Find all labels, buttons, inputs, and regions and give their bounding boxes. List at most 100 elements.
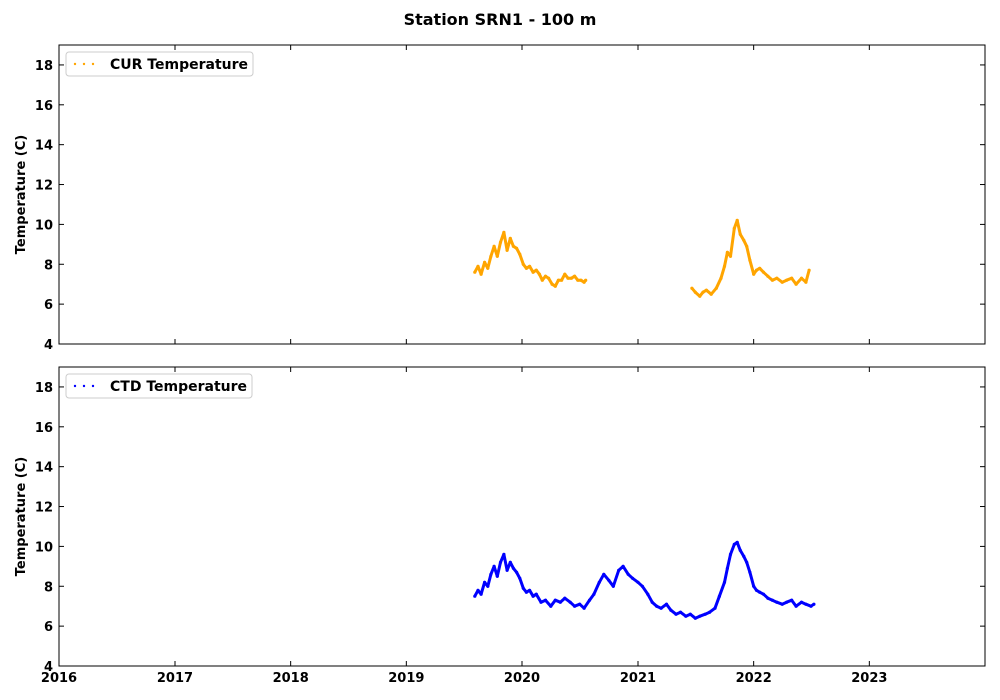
y-tick-label: 6 xyxy=(44,620,53,635)
data-point xyxy=(809,604,813,608)
data-point xyxy=(785,278,789,282)
data-point xyxy=(693,290,697,294)
legend-label: CTD Temperature xyxy=(110,379,247,395)
legend-box xyxy=(65,51,254,77)
data-point xyxy=(704,288,709,292)
data-point xyxy=(799,276,804,280)
data-point xyxy=(483,260,487,264)
data-point xyxy=(732,542,736,547)
data-point xyxy=(579,278,583,282)
data-point xyxy=(790,598,794,602)
y-tick-label: 14 xyxy=(35,461,53,476)
data-point xyxy=(659,606,663,610)
data-point xyxy=(476,588,480,592)
data-point xyxy=(602,572,606,576)
data-point xyxy=(537,272,542,276)
data-point xyxy=(766,596,770,600)
y-tick-label: 8 xyxy=(44,258,53,273)
data-point xyxy=(539,600,543,604)
plot-frame xyxy=(58,366,986,667)
data-point xyxy=(780,602,784,606)
data-point xyxy=(489,572,493,576)
y-tick-label: 12 xyxy=(35,179,53,194)
data-point xyxy=(669,608,673,612)
x-tick-label: 2020 xyxy=(504,671,540,686)
data-point xyxy=(719,276,723,280)
data-point xyxy=(540,278,544,282)
data-point xyxy=(745,244,749,248)
x-tick-label: 2017 xyxy=(157,671,193,686)
data-point xyxy=(722,264,727,268)
data-point xyxy=(748,258,752,262)
data-point xyxy=(626,572,630,576)
data-point xyxy=(745,560,749,564)
data-point xyxy=(486,584,490,588)
data-point xyxy=(754,588,759,592)
data-point xyxy=(770,598,775,602)
data-point xyxy=(573,604,577,608)
data-point xyxy=(582,606,586,610)
data-point xyxy=(794,604,798,608)
data-point xyxy=(521,586,525,590)
y-tick-label: 14 xyxy=(35,139,53,154)
data-point xyxy=(576,278,580,282)
y-axis-label: Temperature (C) xyxy=(14,457,29,576)
legend: CUR Temperature xyxy=(65,51,254,77)
data-point xyxy=(714,286,718,290)
data-point xyxy=(790,276,794,280)
y-tick-label: 8 xyxy=(44,580,53,595)
data-point xyxy=(578,602,582,606)
data-point xyxy=(640,584,645,588)
data-point xyxy=(617,568,621,572)
data-point xyxy=(550,282,554,286)
data-point xyxy=(502,230,506,234)
data-point xyxy=(761,270,766,274)
data-point xyxy=(738,232,742,236)
y-tick-label: 10 xyxy=(35,218,53,233)
data-point xyxy=(703,612,707,616)
data-point xyxy=(807,268,811,272)
data-point xyxy=(547,276,551,280)
x-tick-label: 2021 xyxy=(620,671,656,686)
data-point xyxy=(758,266,762,270)
data-point xyxy=(502,552,506,557)
data-point xyxy=(568,600,572,604)
y-tick-label: 4 xyxy=(44,338,53,353)
data-point xyxy=(804,280,808,284)
data-point xyxy=(508,236,512,240)
data-point xyxy=(587,598,592,602)
data-point xyxy=(518,252,522,256)
y-tick-label: 10 xyxy=(35,540,53,555)
data-point xyxy=(473,594,477,598)
data-point xyxy=(524,590,529,594)
data-point xyxy=(770,278,775,282)
legend-marker xyxy=(82,384,86,388)
data-point xyxy=(549,604,553,608)
data-point xyxy=(611,584,615,588)
y-tick-label: 16 xyxy=(35,421,53,436)
data-point xyxy=(754,268,759,272)
x-tick-label: 2019 xyxy=(388,671,424,686)
data-point xyxy=(531,270,535,274)
data-point xyxy=(531,594,535,598)
legend-label: CUR Temperature xyxy=(110,57,248,73)
data-point xyxy=(473,270,477,274)
data-point xyxy=(636,580,640,584)
data-point xyxy=(511,244,515,248)
data-point xyxy=(752,272,756,276)
data-point xyxy=(521,262,525,266)
legend-marker xyxy=(91,384,95,388)
data-point xyxy=(511,566,515,570)
legend-marker xyxy=(73,384,77,388)
data-point xyxy=(534,268,538,272)
data-point xyxy=(684,614,688,618)
data-point xyxy=(690,286,694,290)
data-point xyxy=(486,266,490,270)
data-point xyxy=(758,590,762,594)
data-point xyxy=(566,276,570,280)
data-point xyxy=(483,580,487,584)
data-point xyxy=(515,570,519,574)
data-point xyxy=(505,248,509,252)
data-point xyxy=(569,276,574,280)
plot-frame xyxy=(58,44,986,345)
